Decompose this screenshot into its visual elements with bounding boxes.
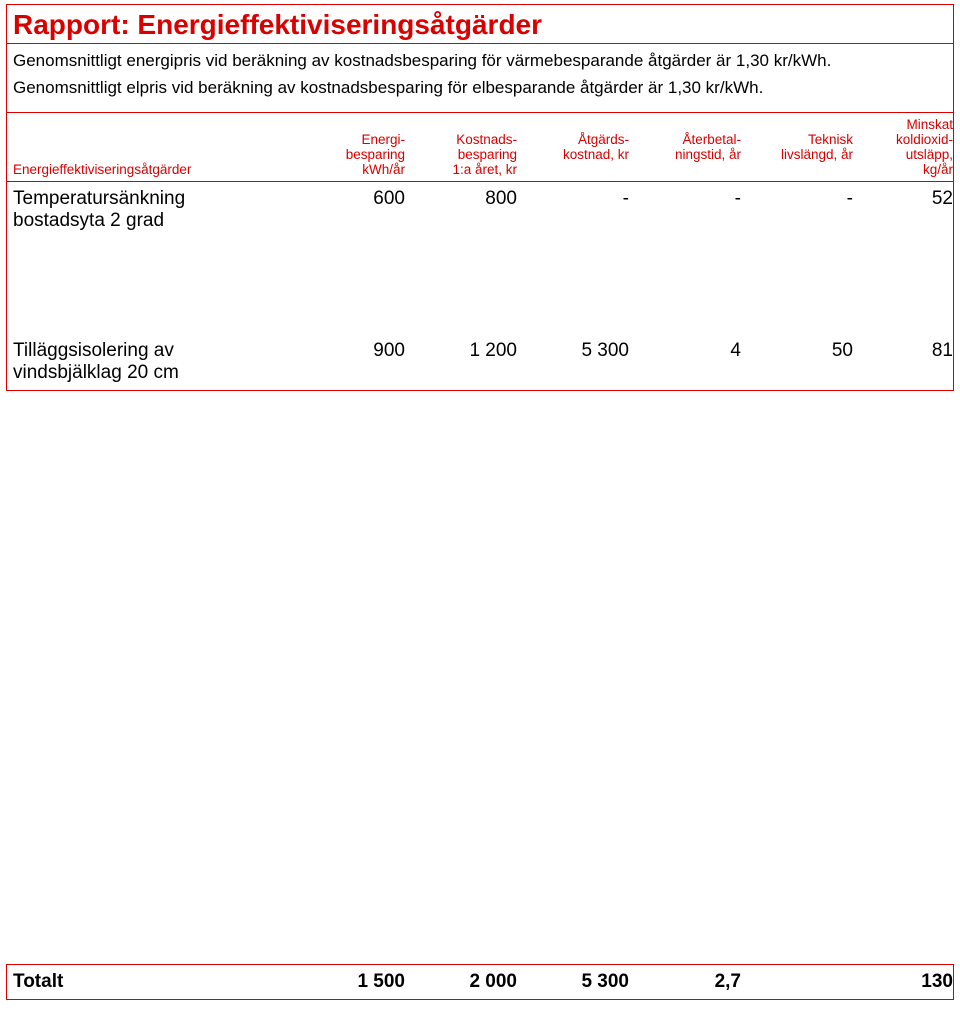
- col-header-co2-l1: Minskat: [853, 117, 953, 132]
- col-header-measure-l1: Energieffektiviseringsåtgärder: [13, 162, 293, 177]
- col-header-lifespan-l2: livslängd, år: [741, 147, 853, 162]
- col-header-co2-l3: utsläpp,: [853, 147, 953, 162]
- col-header-energy-l2: besparing: [293, 147, 405, 162]
- col-header-action-cost-l2: kostnad, kr: [517, 147, 629, 162]
- intro-line-1: Genomsnittligt energipris vid beräkning …: [13, 50, 947, 73]
- col-header-lifespan-l1: Teknisk: [741, 132, 853, 147]
- table-row: Tilläggsisolering av vindsbjälklag 20 cm…: [7, 334, 953, 390]
- intro-line-2: Genomsnittligt elpris vid beräkning av k…: [13, 77, 947, 100]
- totals-section: Totalt 1 500 2 000 5 300 2,7 130: [6, 964, 954, 1000]
- col-header-co2-l4: kg/år: [853, 162, 953, 177]
- cell-action-cost: 5 300: [517, 340, 629, 362]
- cell-payback: -: [629, 188, 741, 210]
- col-header-action-cost-l1: Åtgärds-: [517, 132, 629, 147]
- measure-name-l1: Tilläggsisolering av: [13, 340, 293, 362]
- col-header-cost-saving-l2: besparing: [405, 147, 517, 162]
- report-title: Rapport: Energieffektiviseringsåtgärder: [7, 5, 953, 44]
- col-header-energy: Energi- besparing kWh/år: [293, 132, 405, 177]
- col-header-payback-l1: Återbetal-: [629, 132, 741, 147]
- col-header-cost-saving: Kostnads- besparing 1:a året, kr: [405, 132, 517, 177]
- cell-lifespan: -: [741, 188, 853, 210]
- cell-co2: 52: [853, 188, 953, 210]
- col-header-payback: Återbetal- ningstid, år: [629, 132, 741, 177]
- table-row-total: Totalt 1 500 2 000 5 300 2,7 130: [7, 965, 953, 999]
- cell-cost-saving: 800: [405, 188, 517, 210]
- col-header-cost-saving-l3: 1:a året, kr: [405, 162, 517, 177]
- col-header-energy-l1: Energi-: [293, 132, 405, 147]
- measure-name: Tilläggsisolering av vindsbjälklag 20 cm: [13, 340, 293, 384]
- total-cost-saving: 2 000: [405, 971, 517, 993]
- measure-name-l2: bostadsyta 2 grad: [13, 210, 293, 232]
- col-header-action-cost: Åtgärds- kostnad, kr: [517, 132, 629, 177]
- cell-action-cost: -: [517, 188, 629, 210]
- total-label: Totalt: [13, 971, 293, 993]
- cell-lifespan: 50: [741, 340, 853, 362]
- total-action-cost: 5 300: [517, 971, 629, 993]
- cell-co2: 81: [853, 340, 953, 362]
- measure-name: Temperatursänkning bostadsyta 2 grad: [13, 188, 293, 232]
- total-payback: 2,7: [629, 971, 741, 993]
- report-box: Rapport: Energieffektiviseringsåtgärder …: [6, 4, 954, 391]
- col-header-cost-saving-l1: Kostnads-: [405, 132, 517, 147]
- table-header: Energieffektiviseringsåtgärder Energi- b…: [7, 112, 953, 182]
- cell-cost-saving: 1 200: [405, 340, 517, 362]
- col-header-measure: Energieffektiviseringsåtgärder: [13, 162, 293, 177]
- report-intro: Genomsnittligt energipris vid beräkning …: [7, 44, 953, 112]
- col-header-energy-l3: kWh/år: [293, 162, 405, 177]
- col-header-payback-l2: ningstid, år: [629, 147, 741, 162]
- total-co2: 130: [853, 971, 953, 993]
- table-row: Temperatursänkning bostadsyta 2 grad 600…: [7, 182, 953, 238]
- measure-name-l1: Temperatursänkning: [13, 188, 293, 210]
- col-header-lifespan: Teknisk livslängd, år: [741, 132, 853, 177]
- measure-name-l2: vindsbjälklag 20 cm: [13, 362, 293, 384]
- cell-energy: 600: [293, 188, 405, 210]
- total-energy: 1 500: [293, 971, 405, 993]
- col-header-co2: Minskat koldioxid- utsläpp, kg/år: [853, 117, 953, 177]
- col-header-co2-l2: koldioxid-: [853, 132, 953, 147]
- cell-payback: 4: [629, 340, 741, 362]
- cell-energy: 900: [293, 340, 405, 362]
